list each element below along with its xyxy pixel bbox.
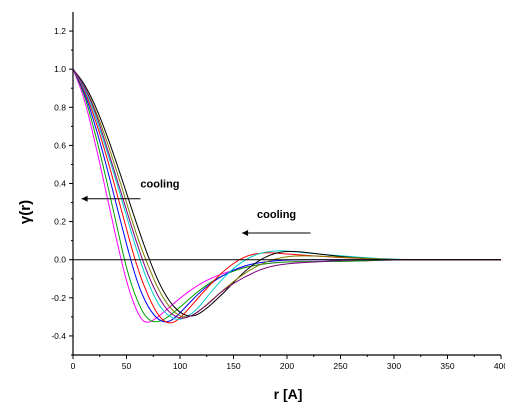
- ticks: 0 50 100 150 200 250 300 350 400 -0.4 -0.2 0.0 0.2 0.…: [51, 26, 505, 371]
- series-line-3: [72, 68, 501, 323]
- series-line-8: [72, 68, 501, 319]
- series-line-4: [72, 68, 501, 324]
- cooling-label-1: cooling: [140, 178, 179, 190]
- y-axis-label: γ(r): [17, 200, 34, 224]
- y-tick-label: -0.4: [51, 331, 66, 341]
- y-tick-label: 1.2: [54, 26, 66, 36]
- y-tick-label: 0.6: [54, 140, 66, 150]
- y-tick-label: -0.2: [51, 293, 66, 303]
- x-tick-label: 200: [280, 361, 294, 371]
- x-tick-label: 400: [494, 361, 505, 371]
- cooling-label-2: cooling: [257, 209, 296, 221]
- x-tick-label: 350: [440, 361, 454, 371]
- series-line-7: [72, 68, 501, 318]
- y-tick-label: 0.8: [54, 102, 66, 112]
- series-lines: [72, 68, 501, 324]
- series-line-6: [72, 68, 501, 317]
- y-tick-label: 0.0: [54, 255, 66, 265]
- series-line-1: [72, 69, 501, 323]
- annotations: cooling cooling: [81, 178, 311, 237]
- x-tick-label: 50: [122, 361, 132, 371]
- series-line-2: [72, 68, 501, 323]
- x-tick-label: 150: [226, 361, 240, 371]
- x-axis-label: r [A]: [274, 386, 303, 402]
- arrowhead-1: [81, 195, 88, 202]
- x-tick-label: 250: [333, 361, 347, 371]
- arrowhead-2: [242, 230, 249, 237]
- x-tick-label: 100: [173, 361, 187, 371]
- x-tick-label: 0: [71, 361, 76, 371]
- y-tick-label: 0.2: [54, 217, 66, 227]
- y-tick-label: 1.0: [54, 64, 66, 74]
- y-tick-label: 0.4: [54, 179, 66, 189]
- axes: [72, 12, 501, 356]
- x-tick-label: 300: [387, 361, 401, 371]
